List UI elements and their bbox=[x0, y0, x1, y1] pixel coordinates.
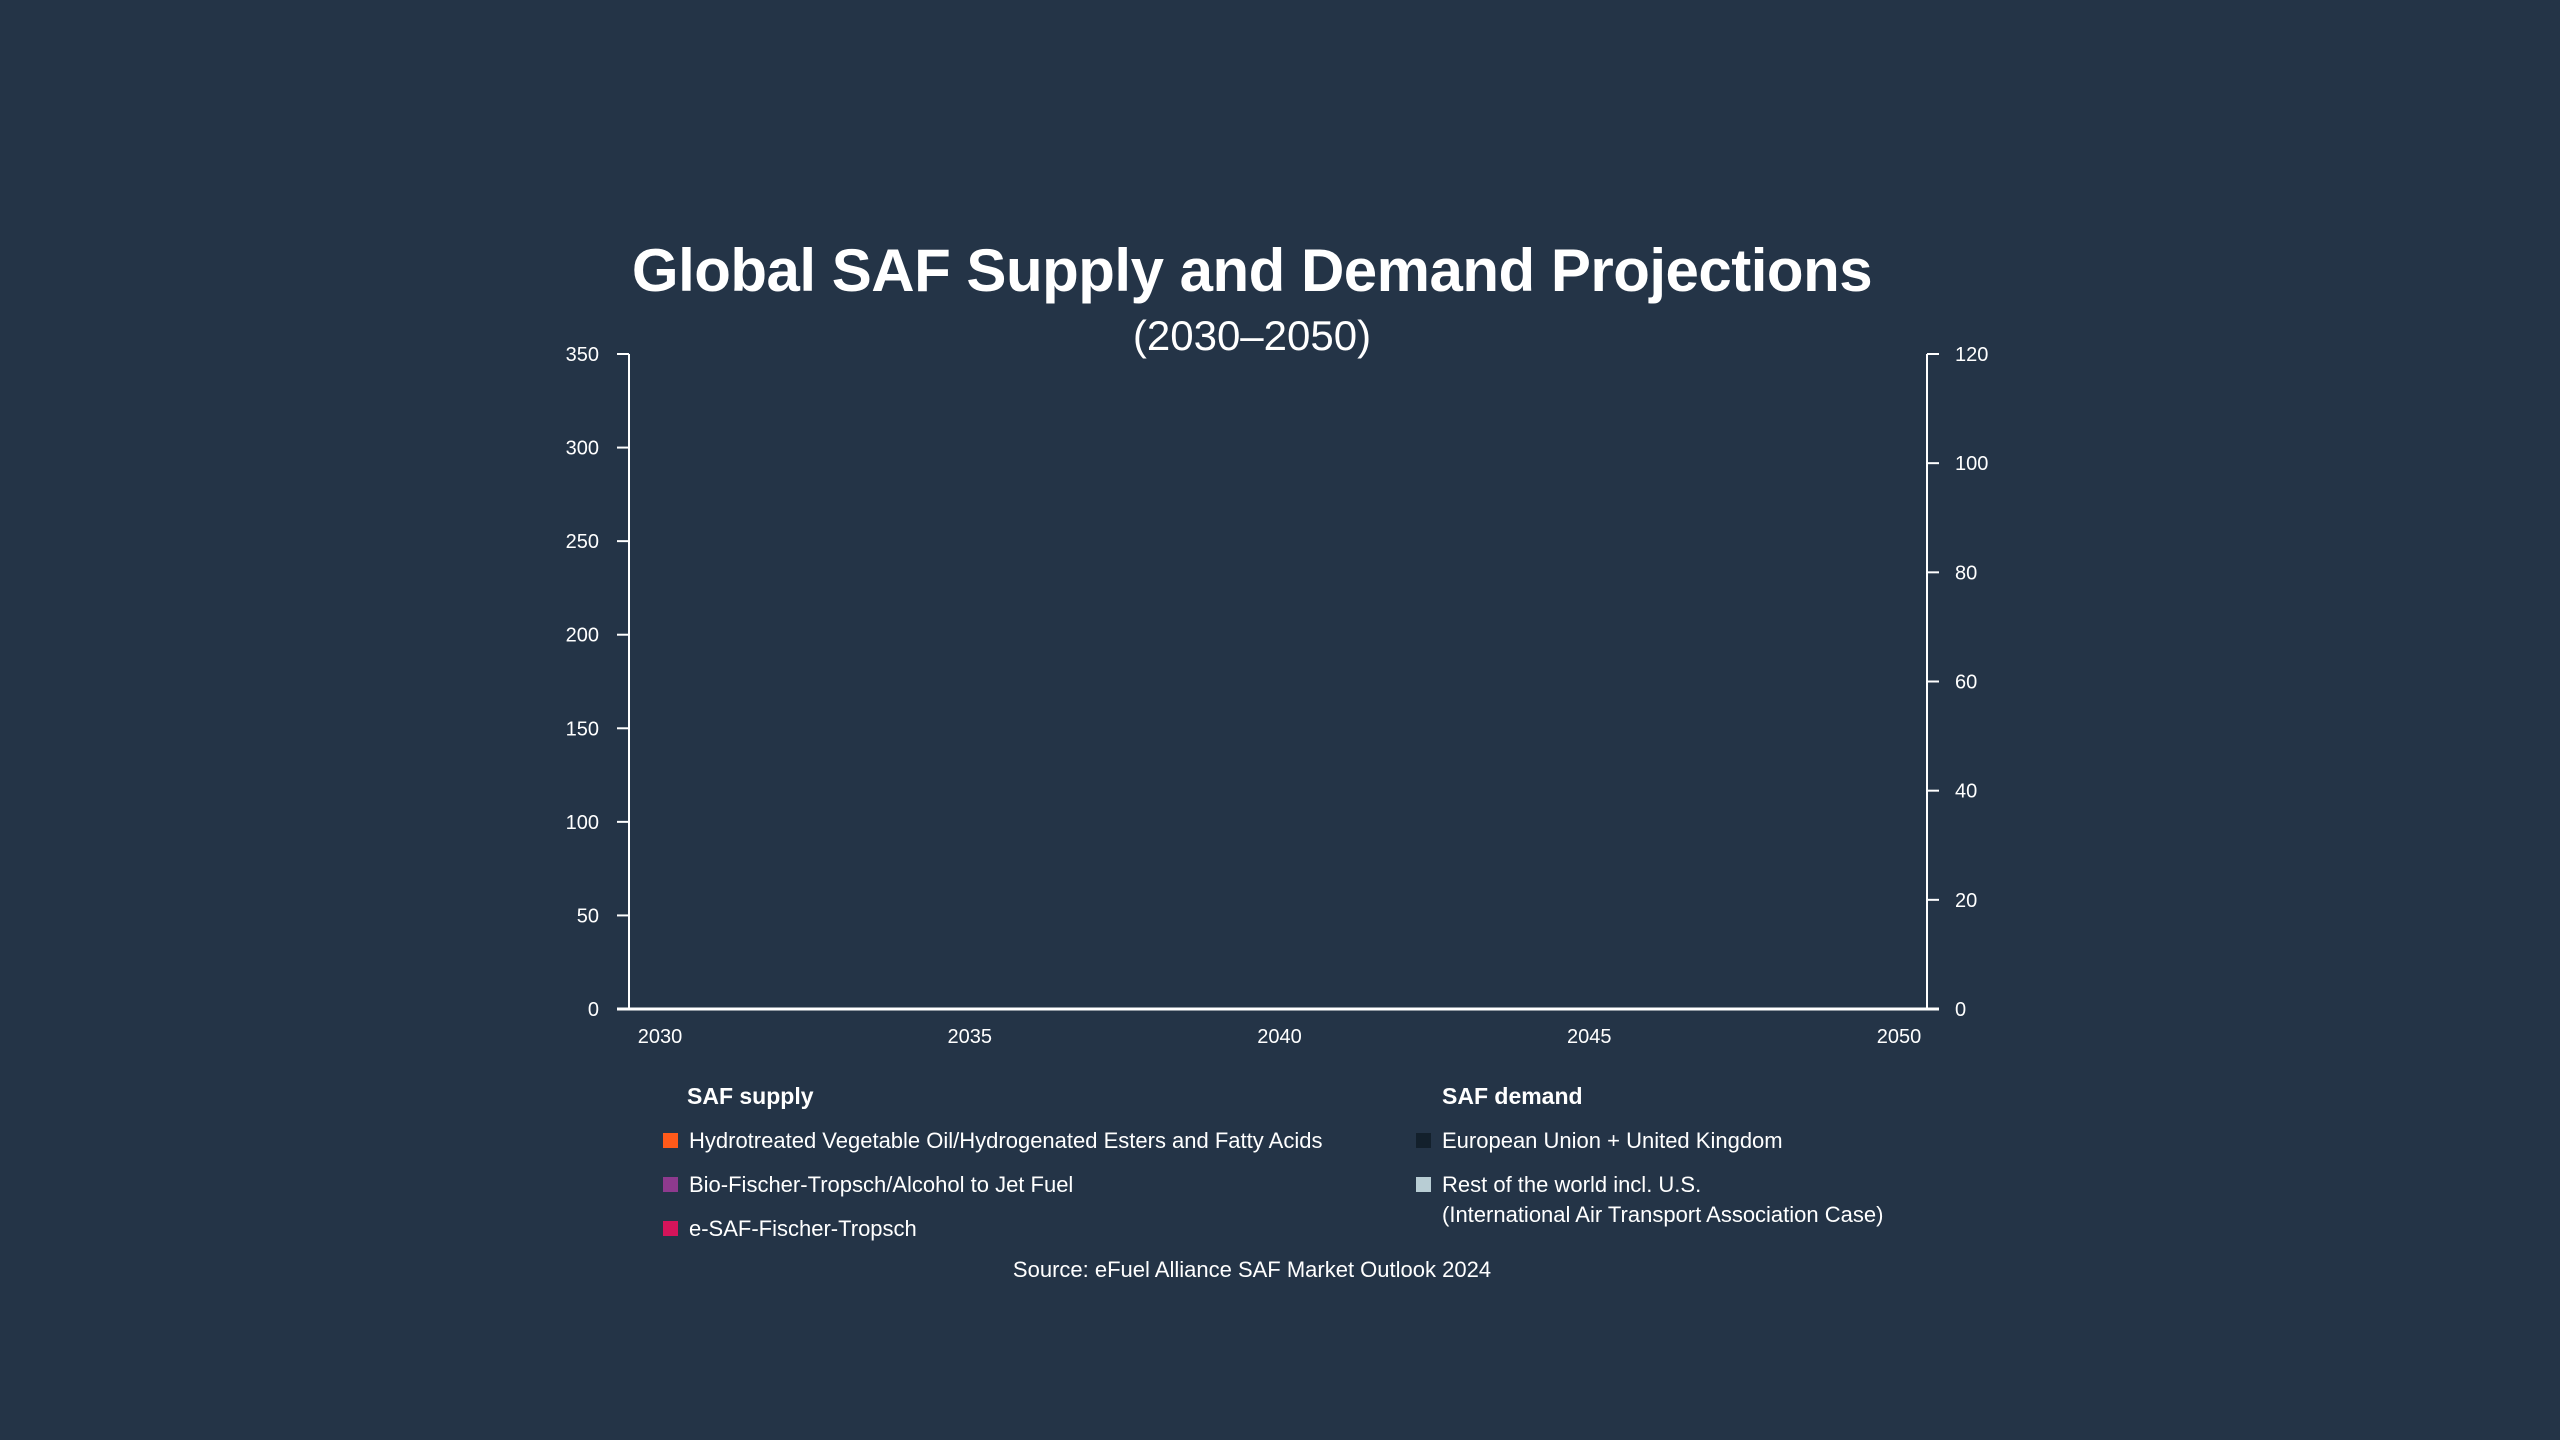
legend-swatch bbox=[663, 1177, 678, 1192]
legend-label-line2: (International Air Transport Association… bbox=[1442, 1202, 1884, 1227]
x-tick-label: 2035 bbox=[948, 1026, 993, 1048]
legend-label: Bio-Fischer-Tropsch/Alcohol to Jet Fuel bbox=[689, 1172, 1074, 1197]
legend-item-hvo: Hydrotreated Vegetable Oil/Hydrogenated … bbox=[663, 1126, 1322, 1156]
legend-label: European Union + United Kingdom bbox=[1442, 1128, 1783, 1153]
chart-subtitle: (2030–2050) bbox=[1132, 312, 1372, 359]
source-note: Source: eFuel Alliance SAF Market Outloo… bbox=[1012, 1257, 1492, 1282]
x-tick-label: 2050 bbox=[1877, 1026, 1922, 1048]
chart-title: Global SAF Supply and Demand Projections bbox=[631, 237, 1873, 304]
legend-heading-demand: SAF demand bbox=[1442, 1083, 1583, 1109]
legend-item-rest-of-world: Rest of the world incl. U.S. (Internatio… bbox=[1416, 1170, 1883, 1230]
legend-swatch bbox=[1416, 1177, 1431, 1192]
left-tick-label: 150 bbox=[566, 718, 599, 740]
legend-swatch bbox=[1416, 1133, 1431, 1148]
left-tick-label: 100 bbox=[566, 812, 599, 834]
right-tick-label: 120 bbox=[1955, 344, 1988, 366]
right-tick-label: 0 bbox=[1955, 999, 1966, 1021]
legend-swatch bbox=[663, 1133, 678, 1148]
right-tick-label: 20 bbox=[1955, 890, 1977, 912]
left-tick-label: 50 bbox=[577, 905, 599, 927]
legend-label: e-SAF-Fischer-Tropsch bbox=[689, 1216, 917, 1241]
right-tick-label: 60 bbox=[1955, 672, 1977, 694]
x-tick-label: 2030 bbox=[638, 1026, 683, 1048]
legend-item-bio-ft: Bio-Fischer-Tropsch/Alcohol to Jet Fuel bbox=[663, 1170, 1073, 1200]
right-tick-label: 80 bbox=[1955, 562, 1977, 584]
x-tick-label: 2040 bbox=[1257, 1026, 1302, 1048]
left-tick-label: 300 bbox=[566, 438, 599, 460]
legend-swatch bbox=[663, 1221, 678, 1236]
left-tick-label: 200 bbox=[566, 625, 599, 647]
legend-item-esaf: e-SAF-Fischer-Tropsch bbox=[663, 1214, 917, 1244]
legend-item-eu-uk: European Union + United Kingdom bbox=[1416, 1126, 1783, 1156]
left-tick-label: 350 bbox=[566, 344, 599, 366]
legend-label-line1: Rest of the world incl. U.S. bbox=[1442, 1172, 1702, 1197]
right-tick-label: 40 bbox=[1955, 781, 1977, 803]
x-tick-label: 2045 bbox=[1567, 1026, 1612, 1048]
left-tick-label: 0 bbox=[588, 999, 599, 1021]
left-tick-label: 250 bbox=[566, 531, 599, 553]
legend-label: Hydrotreated Vegetable Oil/Hydrogenated … bbox=[689, 1128, 1323, 1153]
legend-label: Rest of the world incl. U.S. (Internatio… bbox=[1442, 1170, 1883, 1230]
right-tick-label: 100 bbox=[1955, 453, 1988, 475]
legend-heading-supply: SAF supply bbox=[687, 1083, 814, 1109]
